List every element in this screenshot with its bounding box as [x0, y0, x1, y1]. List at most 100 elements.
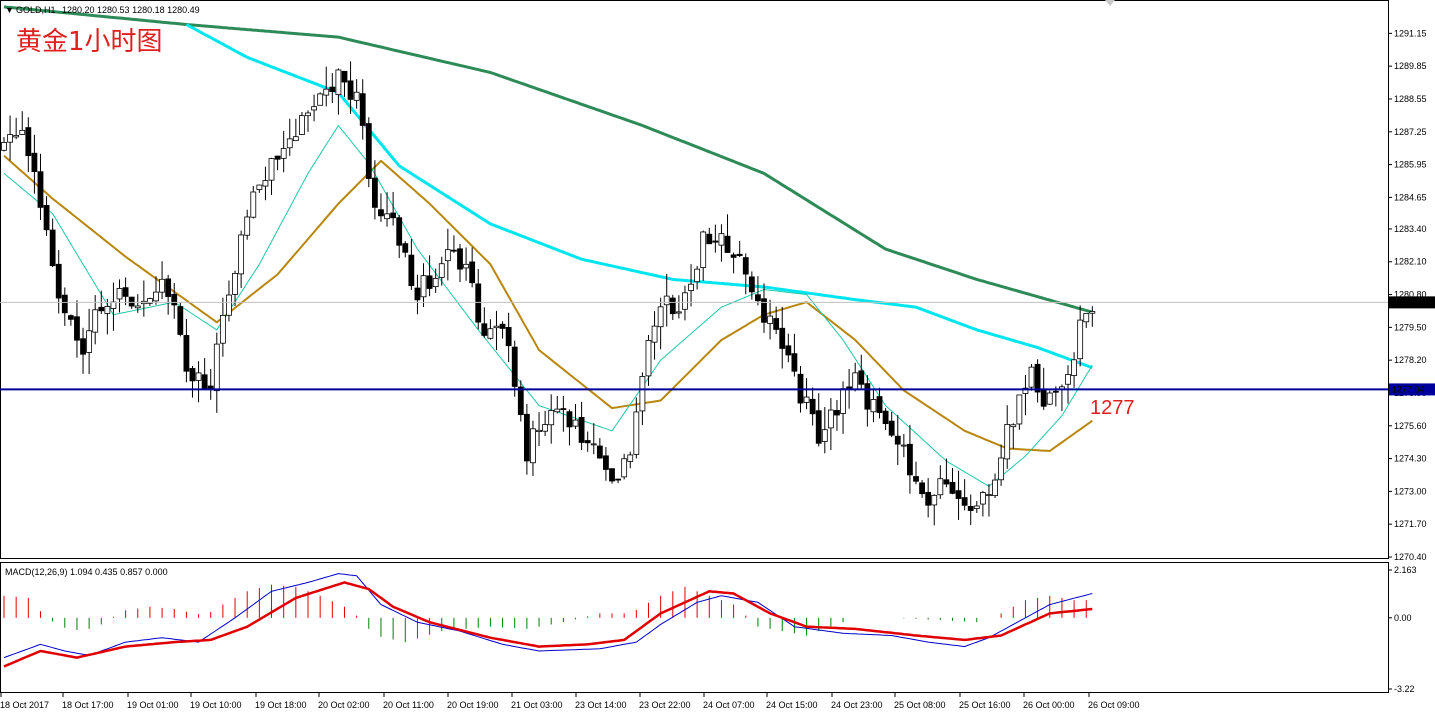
moving-average-line	[185, 23, 1093, 370]
bull-candle-body	[432, 277, 439, 287]
bear-candle-body	[74, 316, 80, 341]
candle	[852, 362, 859, 392]
candle	[426, 255, 433, 297]
bull-candle-body	[19, 129, 26, 135]
candle	[390, 191, 397, 226]
time-tick-label: 26 Oct 09:00	[1088, 700, 1140, 710]
bear-candle-body	[961, 497, 968, 506]
macd-tick-label: -3.22	[1394, 684, 1415, 694]
price-tick-label: 1275.60	[1394, 421, 1427, 431]
candle	[323, 66, 330, 107]
bear-candle-body	[609, 468, 615, 482]
candle	[919, 480, 925, 498]
bull-candle-body	[1010, 424, 1017, 428]
bull-candle-body	[621, 458, 628, 478]
candle	[335, 68, 342, 115]
candle	[992, 473, 998, 499]
time-tick-label: 23 Oct 22:00	[639, 700, 691, 710]
candle	[104, 298, 111, 335]
bull-candle-body	[627, 454, 634, 462]
bull-candle-body	[159, 278, 165, 293]
candle	[262, 166, 269, 201]
bull-candle-body	[548, 410, 555, 426]
candle	[1, 137, 7, 152]
candle	[49, 218, 56, 268]
candle	[767, 299, 773, 340]
candle	[274, 155, 281, 171]
candle	[475, 269, 482, 330]
candle	[888, 411, 895, 438]
bear-candle-body	[596, 445, 603, 459]
bull-candle-body	[280, 148, 287, 159]
bear-candle-body	[49, 229, 56, 267]
bull-candle-body	[323, 88, 330, 96]
bull-candle-body	[998, 457, 1005, 481]
candle	[633, 397, 640, 459]
bear-candle-body	[499, 323, 506, 329]
bear-candle-body	[365, 123, 372, 179]
moving-average-line	[3, 5, 1093, 314]
candle	[645, 334, 652, 386]
macd-tick-label: 0.00	[1394, 613, 1412, 623]
bull-candle-body	[195, 372, 202, 381]
bull-candle-body	[487, 328, 494, 339]
candle	[43, 196, 50, 236]
support-level[interactable]: 1277.04 1280.49	[0, 296, 1435, 396]
bear-candle-body	[876, 396, 883, 413]
candle	[110, 282, 117, 331]
bear-candle-body	[894, 435, 901, 445]
candle	[603, 447, 609, 481]
candle	[371, 160, 378, 220]
bear-candle-body	[1034, 363, 1041, 393]
candle	[937, 465, 944, 499]
bull-candle-body	[675, 311, 682, 314]
candle	[213, 332, 220, 413]
candle	[457, 243, 463, 283]
candle	[949, 468, 956, 495]
candle	[31, 134, 38, 194]
bull-candle-body	[937, 478, 944, 496]
bear-candle-body	[706, 233, 713, 245]
candle	[755, 276, 761, 306]
candle	[317, 92, 324, 106]
bear-candle-body	[925, 491, 932, 506]
candle	[931, 494, 938, 526]
bear-candle-body	[475, 283, 482, 323]
bull-candle-body	[226, 294, 232, 316]
candle	[37, 153, 44, 221]
candle	[86, 308, 93, 375]
candle	[973, 500, 980, 513]
moving-average-line	[3, 155, 1093, 452]
bear-candle-body	[815, 410, 822, 444]
candle	[900, 434, 907, 458]
bull-candle-body	[256, 184, 263, 190]
bull-candle-body	[286, 138, 293, 149]
collapse-arrow-icon[interactable]: ▼	[5, 5, 14, 15]
candle	[189, 366, 196, 398]
candle	[542, 410, 549, 436]
candle	[961, 479, 968, 511]
candle	[864, 375, 871, 427]
bull-candle-body	[250, 191, 257, 218]
candle	[1016, 394, 1023, 430]
bear-candle-body	[55, 263, 62, 299]
candle	[493, 310, 500, 351]
candle	[682, 285, 688, 321]
candle	[809, 387, 816, 426]
price-tick-label: 1274.30	[1394, 454, 1427, 464]
candle	[159, 261, 165, 300]
price-tick-label: 1287.25	[1394, 127, 1427, 137]
candle	[74, 300, 80, 358]
candle	[122, 277, 129, 306]
bull-candle-body	[1004, 424, 1011, 460]
bear-candle-body	[128, 296, 135, 307]
candle	[530, 420, 536, 476]
candle	[748, 271, 755, 300]
bear-candle-body	[785, 345, 792, 356]
candle	[55, 250, 62, 314]
candle	[499, 321, 506, 339]
symbol-label: GOLD,H1	[16, 5, 56, 15]
scroll-arrow-icon[interactable]	[1105, 0, 1115, 6]
